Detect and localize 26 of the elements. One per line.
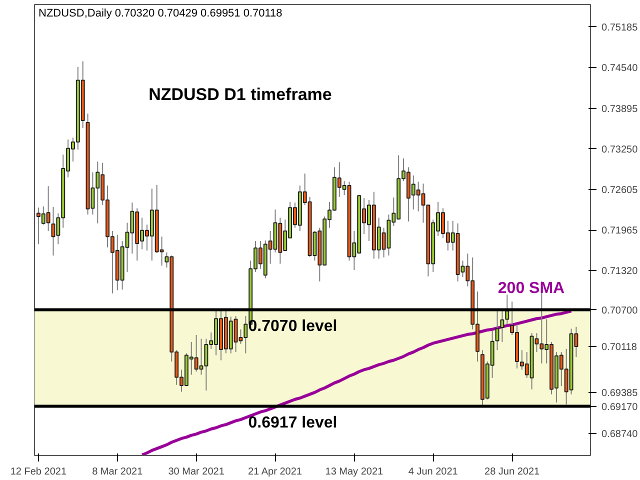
- y-tick-label: 0.71320: [602, 266, 638, 278]
- x-tick-label: 4 Jun 2021: [408, 466, 458, 478]
- y-tick-label: 0.70118: [602, 342, 638, 354]
- y-tick-label: 0.68740: [602, 428, 638, 440]
- line-series: [140, 310, 573, 456]
- x-tick-label: 28 Jun 2021: [484, 466, 540, 478]
- y-tick-label: 0.74540: [602, 63, 638, 74]
- y-tick-label: 0.69385: [602, 388, 638, 400]
- x-tick-label: 8 Mar 2021: [92, 466, 144, 478]
- ref-line-label: 0.7070 level: [248, 318, 338, 335]
- y-tick-label: 0.72605: [602, 185, 638, 196]
- y-tick-label: 0.71965: [602, 226, 638, 236]
- annotation: NZDUSD D1 timeframe: [148, 85, 332, 104]
- x-tick-label: 30 Mar 2021: [168, 466, 225, 478]
- annotation: NZDUSD,Daily 0.70320 0.70429 0.69951 0.70118: [38, 8, 282, 20]
- candlestick: [495, 310, 500, 351]
- y-tick-label: 0.69170: [602, 402, 638, 413]
- x-tick-label: 13 May 2021: [325, 466, 384, 478]
- ref-line-label: 0.6917 level: [248, 414, 338, 432]
- x-tick-label: 12 Feb 2021: [10, 466, 67, 478]
- x-tick-label: 21 Apr 2021: [248, 466, 302, 478]
- y-tick-label: 0.70700: [602, 305, 638, 316]
- y-tick-label: 0.75185: [602, 22, 638, 34]
- y-tick-label: 0.73895: [602, 104, 638, 115]
- series-label: 200 SMA: [498, 280, 566, 298]
- y-tick-label: 0.73250: [602, 144, 638, 156]
